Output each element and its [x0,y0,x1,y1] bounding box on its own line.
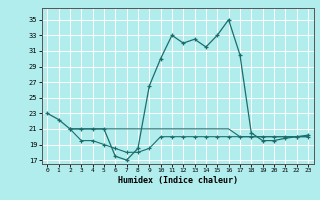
X-axis label: Humidex (Indice chaleur): Humidex (Indice chaleur) [118,176,237,185]
